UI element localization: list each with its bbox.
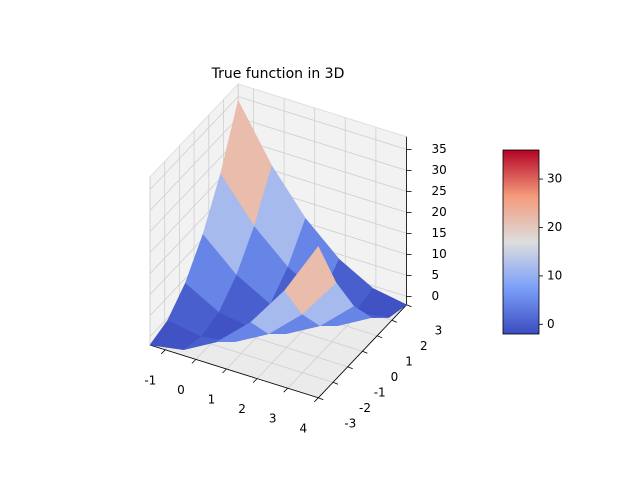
- tick-mark: [332, 381, 339, 385]
- y-tick-label: 3: [435, 323, 443, 337]
- surface-patch: [284, 246, 337, 315]
- y-tick-label: 1: [405, 354, 413, 368]
- colorbar-tick-label: 20: [547, 220, 562, 234]
- tick-mark: [362, 350, 368, 354]
- tick-mark: [252, 378, 258, 383]
- tick-mark: [283, 387, 288, 393]
- grid-line: [238, 96, 407, 150]
- tick-mark: [347, 366, 353, 370]
- x-tick-label: 3: [269, 412, 277, 426]
- y-tick-label: 0: [391, 370, 399, 384]
- grid-line: [149, 96, 239, 190]
- axis-line: [149, 344, 319, 399]
- grid-line: [149, 138, 239, 232]
- tick-mark: [222, 368, 227, 374]
- z-tick-label: 20: [432, 205, 447, 219]
- tick-mark: [406, 304, 412, 308]
- z-tick-label: 10: [432, 247, 447, 261]
- x-tick-label: 2: [238, 402, 246, 416]
- colorbar: [502, 149, 540, 335]
- colorbar-tick-label: 10: [547, 268, 562, 282]
- y-tick-label: 2: [420, 339, 428, 353]
- tick-mark: [314, 397, 319, 403]
- z-tick-label: 0: [432, 289, 440, 303]
- z-tick-label: 25: [432, 184, 447, 198]
- colorbar-tick-label: 30: [547, 172, 562, 186]
- x-tick-label: 4: [299, 421, 307, 435]
- x-tick-label: 0: [177, 383, 185, 397]
- tick-mark: [161, 349, 166, 355]
- grid-line: [149, 117, 239, 211]
- z-tick-label: 30: [432, 163, 447, 177]
- y-tick-label: -2: [359, 401, 371, 415]
- z-tick-label: 15: [432, 226, 447, 240]
- z-tick-label: 5: [432, 268, 440, 282]
- chart-title: True function in 3D: [211, 66, 345, 82]
- tick-mark: [191, 359, 197, 364]
- tick-mark: [391, 319, 397, 323]
- grid-line: [238, 138, 407, 192]
- tick-mark: [318, 397, 324, 401]
- z-tick-label: 35: [432, 142, 447, 156]
- x-tick-label: -1: [144, 373, 156, 387]
- y-tick-label: -1: [374, 385, 386, 399]
- grid-line: [238, 117, 407, 171]
- tick-mark: [376, 335, 383, 339]
- x-tick-label: 1: [208, 393, 216, 407]
- colorbar-tick-label: 0: [547, 317, 555, 331]
- axis-line: [318, 304, 407, 399]
- y-tick-label: -3: [344, 416, 356, 430]
